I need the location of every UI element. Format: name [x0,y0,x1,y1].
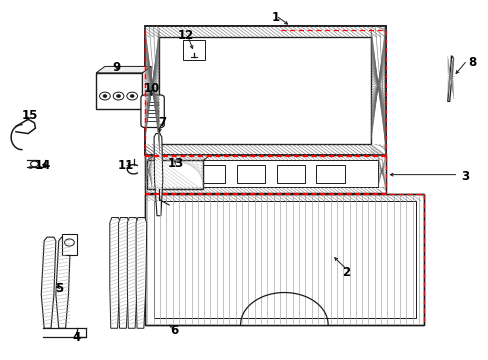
Bar [144,194,424,325]
Text: 8: 8 [467,55,475,69]
Bar [144,26,385,155]
Text: 10: 10 [143,82,160,95]
FancyBboxPatch shape [141,95,164,127]
Polygon shape [144,194,424,325]
Text: 13: 13 [167,157,183,170]
Bar [144,155,385,193]
Circle shape [130,95,134,98]
Bar [147,117,158,121]
Text: 14: 14 [35,159,51,172]
Text: 12: 12 [178,29,194,42]
Polygon shape [41,237,56,328]
Text: 9: 9 [112,61,121,74]
Circle shape [116,95,120,98]
Polygon shape [142,66,151,109]
Circle shape [113,92,123,100]
Bar [152,160,377,187]
Text: 5: 5 [55,283,63,296]
Bar [236,165,264,183]
Polygon shape [447,56,453,102]
Polygon shape [136,217,146,328]
Bar [276,165,304,183]
Circle shape [29,166,32,168]
Bar [147,110,158,113]
Text: 7: 7 [158,116,165,129]
Polygon shape [118,217,129,328]
Text: 1: 1 [271,11,280,24]
Circle shape [39,166,41,168]
Polygon shape [154,134,163,216]
Text: 4: 4 [73,331,81,344]
Circle shape [100,92,110,100]
Text: 6: 6 [169,324,178,337]
Text: 2: 2 [342,266,350,279]
Bar [159,37,370,144]
Circle shape [126,92,137,100]
Text: 11: 11 [118,159,134,172]
Bar [183,40,204,60]
Bar [147,160,203,189]
Bar [157,165,185,183]
Circle shape [30,161,38,167]
Polygon shape [110,217,120,328]
Circle shape [103,95,107,98]
Circle shape [186,41,201,53]
Bar [144,155,385,193]
Bar [316,165,344,183]
Bar [147,160,203,189]
Bar [144,26,385,155]
Polygon shape [56,237,70,328]
Polygon shape [127,217,138,328]
Polygon shape [96,66,151,73]
Bar [153,201,415,318]
Bar [159,37,370,144]
Bar [96,73,142,109]
Bar [62,234,77,255]
Polygon shape [147,155,210,160]
Bar [197,165,224,183]
Text: 3: 3 [460,170,468,183]
Bar [152,160,377,187]
Text: 15: 15 [21,109,38,122]
Circle shape [64,239,74,246]
Bar [147,102,158,105]
